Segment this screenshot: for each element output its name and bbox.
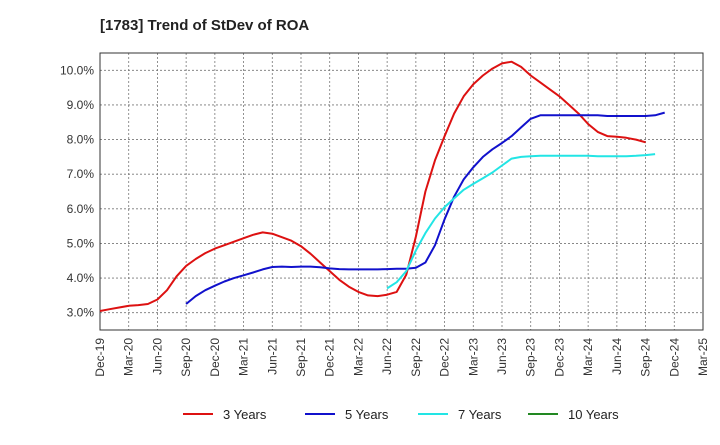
x-tick-label: Jun-23	[495, 338, 509, 375]
legend: 3 Years 5 Years 7 Years 10 Years	[183, 407, 619, 422]
x-tick-label: Mar-21	[237, 338, 251, 376]
y-tick-label: 5.0%	[67, 236, 95, 250]
y-tick-label: 7.0%	[67, 167, 95, 181]
series-line-3-years	[99, 60, 646, 312]
plot-background	[100, 53, 703, 330]
x-tick-label: Dec-22	[438, 338, 452, 377]
x-tick-label: Dec-24	[667, 338, 681, 377]
y-tick-label: 6.0%	[67, 202, 95, 216]
x-tick-label: Jun-24	[610, 338, 624, 375]
x-tick-label: Sep-22	[409, 338, 423, 377]
legend-label: 10 Years	[568, 407, 619, 422]
x-tick-label: Dec-21	[323, 338, 337, 377]
x-tick-label: Sep-23	[524, 338, 538, 377]
y-tick-label: 3.0%	[67, 306, 95, 320]
x-tick-label: Dec-20	[208, 338, 222, 377]
x-tick-label: Mar-24	[581, 338, 595, 376]
series-line-7-years	[386, 153, 656, 290]
legend-label: 3 Years	[223, 407, 267, 422]
x-tick-label: Sep-24	[639, 338, 653, 377]
x-tick-label: Mar-22	[351, 338, 365, 376]
x-tick-label: Jun-22	[380, 338, 394, 375]
series-line-5-years	[185, 111, 665, 305]
x-tick-label: Dec-19	[93, 338, 107, 377]
chart-title: [1783] Trend of StDev of ROA	[100, 17, 309, 34]
plot-frame	[99, 52, 704, 331]
y-tick-label: 9.0%	[67, 98, 95, 112]
x-tick-label: Jun-20	[150, 338, 164, 375]
y-tick-label: 4.0%	[67, 271, 95, 285]
x-tick-label: Mar-25	[696, 338, 710, 376]
x-tick-label: Mar-20	[122, 338, 136, 376]
x-tick-label: Dec-23	[552, 338, 566, 377]
x-tick-label: Jun-21	[265, 338, 279, 375]
legend-label: 7 Years	[458, 407, 502, 422]
legend-label: 5 Years	[345, 407, 389, 422]
x-tick-label: Sep-20	[179, 338, 193, 377]
x-tick-label: Mar-23	[466, 338, 480, 376]
y-tick-label: 8.0%	[67, 133, 95, 147]
plot-area: Dec-19 Mar-20 Jun-20 Sep-20 Dec-20 Mar-21 Jun-…	[60, 52, 710, 377]
y-tick-label: 10.0%	[60, 63, 94, 77]
x-tick-label: Sep-21	[294, 338, 308, 377]
